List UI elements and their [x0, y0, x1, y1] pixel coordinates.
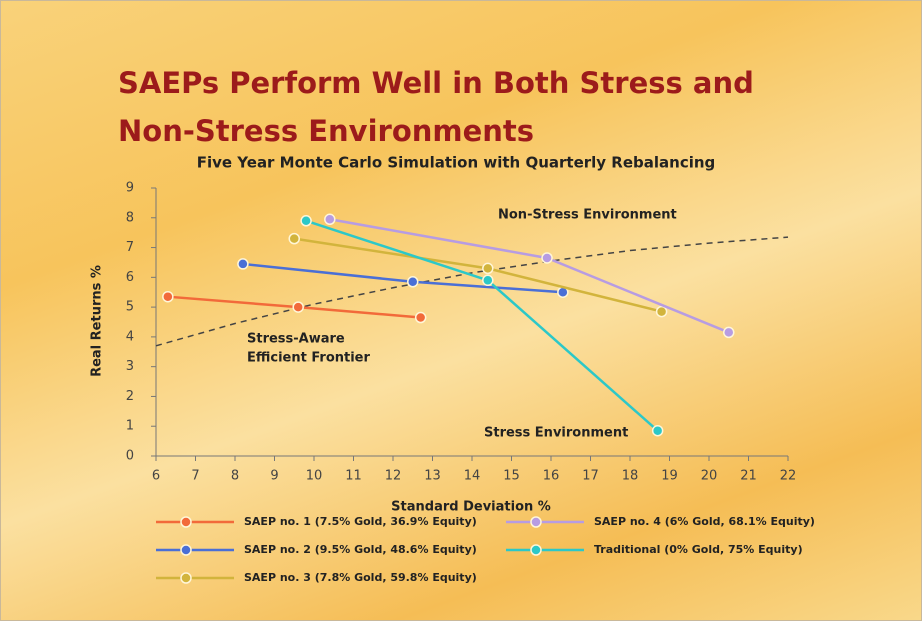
- legend-marker: [180, 572, 192, 584]
- data-point: [288, 232, 300, 245]
- legend-label: SAEP no. 3 (7.8% Gold, 59.8% Equity): [244, 571, 477, 584]
- x-tick-label: 8: [231, 469, 239, 484]
- x-tick-label: 21: [740, 469, 757, 484]
- y-tick-label: 7: [126, 240, 134, 255]
- x-tick-label: 11: [345, 469, 362, 484]
- x-tick-label: 20: [701, 469, 718, 484]
- x-tick-label: 15: [503, 469, 520, 484]
- x-tick-label: 18: [622, 469, 639, 484]
- x-tick-label: 17: [582, 469, 599, 484]
- legend-marker: [180, 516, 192, 528]
- legend-label: SAEP no. 1 (7.5% Gold, 36.9% Equity): [244, 515, 477, 528]
- chart-title: Five Year Monte Carlo Simulation with Qu…: [197, 154, 716, 172]
- x-tick-label: 10: [306, 469, 323, 484]
- annotation: Non-Stress Environment: [498, 208, 677, 223]
- slide-title: SAEPs Perform Well in Both Stress and No…: [118, 66, 754, 148]
- series-line: [242, 262, 563, 294]
- frontier-line: [155, 236, 789, 347]
- y-tick-label: 4: [126, 329, 134, 344]
- data-point: [407, 276, 419, 288]
- y-tick-label: 0: [126, 449, 134, 464]
- series-line: [305, 219, 659, 432]
- data-point: [655, 305, 668, 318]
- x-tick-label: 7: [191, 469, 199, 484]
- data-point: [482, 274, 494, 287]
- data-point: [482, 262, 494, 275]
- legend-marker: [530, 516, 542, 528]
- y-axis-label: Real Returns %: [90, 265, 105, 377]
- data-point: [723, 326, 735, 339]
- x-tick-label: 13: [424, 469, 441, 484]
- data-point: [541, 252, 553, 264]
- annotation: Stress Environment: [484, 426, 628, 441]
- data-point: [162, 290, 174, 303]
- data-point: [300, 215, 312, 227]
- x-tick-label: 12: [385, 469, 402, 484]
- x-tick-label: 9: [270, 469, 278, 484]
- y-tick-label: 1: [126, 419, 134, 434]
- legend-marker: [530, 544, 542, 556]
- legend-label: SAEP no. 4 (6% Gold, 68.1% Equity): [594, 515, 815, 528]
- data-point: [237, 258, 249, 270]
- legend-marker: [180, 544, 192, 556]
- data-point: [651, 424, 664, 437]
- y-tick-label: 9: [126, 181, 134, 196]
- legend-label: Traditional (0% Gold, 75% Equity): [594, 543, 803, 556]
- x-axis-label: Standard Deviation %: [391, 500, 551, 515]
- y-tick-label: 6: [126, 270, 134, 285]
- frontier-label: Stress-Aware: [247, 332, 345, 347]
- frontier-label: Efficient Frontier: [247, 351, 370, 366]
- y-tick-label: 3: [126, 359, 134, 374]
- x-tick-label: 22: [780, 469, 797, 484]
- x-tick-label: 19: [661, 469, 678, 484]
- data-point: [292, 301, 304, 313]
- y-tick-label: 2: [126, 389, 134, 404]
- data-point: [414, 311, 427, 324]
- y-tick-label: 5: [126, 300, 134, 315]
- x-tick-label: 16: [543, 469, 560, 484]
- x-tick-label: 6: [152, 469, 160, 484]
- legend-label: SAEP no. 2 (9.5% Gold, 48.6% Equity): [244, 543, 477, 556]
- y-tick-label: 8: [126, 210, 134, 225]
- x-tick-label: 14: [464, 469, 481, 484]
- data-point: [324, 213, 336, 226]
